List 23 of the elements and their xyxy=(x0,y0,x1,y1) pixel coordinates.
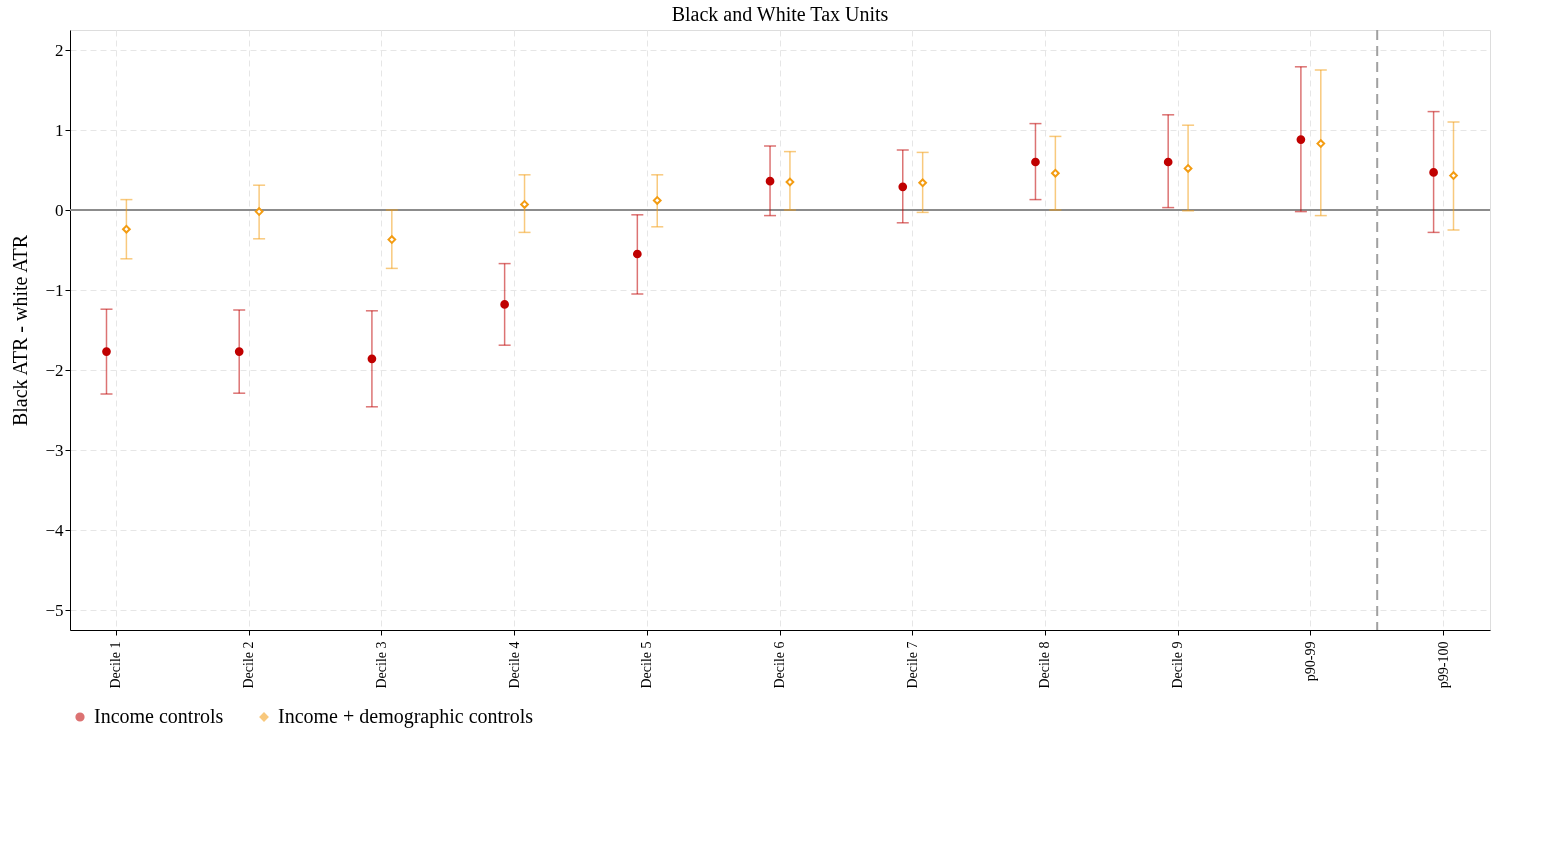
y-tick-label: 2 xyxy=(55,40,64,60)
x-tick-label: Decile 4 xyxy=(506,641,522,689)
legend-label: Income controls xyxy=(94,705,224,727)
x-tick-label: p99-100 xyxy=(1435,641,1451,689)
y-axis-title: Black ATR - white ATR xyxy=(9,234,32,427)
x-tick-label: Decile 6 xyxy=(772,641,787,689)
x-tick-label: Decile 1 xyxy=(108,641,124,689)
y-tick-label: 1 xyxy=(55,120,64,140)
x-tick-label: Decile 9 xyxy=(1170,641,1186,689)
y-tick-label: −1 xyxy=(45,280,64,300)
y-tick-label: −4 xyxy=(45,520,64,540)
x-tick-label: p90-99 xyxy=(1302,641,1318,682)
y-tick-label: −2 xyxy=(45,360,64,380)
x-tick-label: Decile 7 xyxy=(904,641,920,689)
x-tick-label: Decile 2 xyxy=(241,641,257,689)
x-tick-label: Decile 8 xyxy=(1037,641,1053,689)
x-tick-label: Decile 3 xyxy=(373,641,389,689)
y-tick-label: −3 xyxy=(45,440,64,460)
x-tick-label: Decile 5 xyxy=(639,641,655,689)
y-tick-label: −5 xyxy=(45,600,64,620)
legend-label: Income + demographic controls xyxy=(278,705,534,728)
y-tick-label: 0 xyxy=(55,200,64,220)
chart-title: Black and White Tax Units xyxy=(671,3,889,25)
